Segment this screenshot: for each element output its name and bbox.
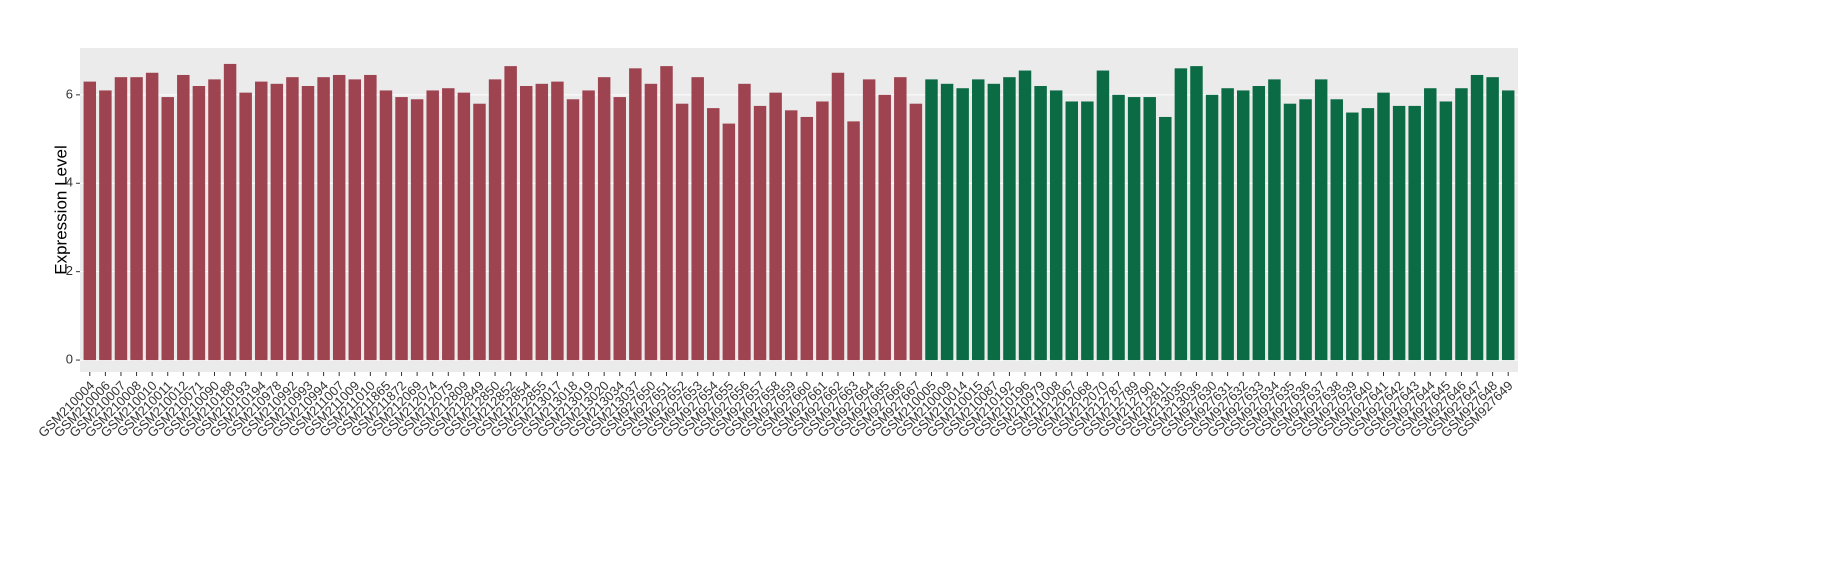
bar xyxy=(1330,99,1343,361)
bar xyxy=(894,77,907,361)
bar xyxy=(1392,105,1406,361)
bar xyxy=(99,90,112,361)
bar xyxy=(301,86,315,361)
bar xyxy=(83,81,97,361)
bar xyxy=(223,63,237,361)
bar xyxy=(940,83,954,361)
bar xyxy=(1096,70,1110,361)
bar xyxy=(956,88,969,361)
bar xyxy=(255,81,268,361)
bar xyxy=(1424,88,1437,361)
bar xyxy=(286,77,299,361)
bar xyxy=(348,79,362,361)
bar xyxy=(239,92,252,361)
bar xyxy=(208,79,221,361)
bar xyxy=(1268,79,1281,361)
bar xyxy=(566,99,580,361)
bar xyxy=(1501,90,1515,361)
bar xyxy=(1408,105,1421,361)
bar xyxy=(878,94,891,361)
bar xyxy=(1190,66,1203,361)
bar xyxy=(1081,101,1094,361)
bar xyxy=(488,79,502,361)
bar xyxy=(1252,86,1266,361)
bar xyxy=(442,88,455,361)
bar xyxy=(114,77,128,361)
bar xyxy=(1065,101,1079,361)
bar xyxy=(410,99,424,361)
bar xyxy=(1346,112,1359,361)
bar xyxy=(909,103,923,361)
y-tick-label: 4 xyxy=(66,175,73,190)
bar xyxy=(862,79,876,361)
bar xyxy=(1049,90,1063,361)
bar xyxy=(1143,97,1156,361)
bar xyxy=(1361,108,1375,361)
bar xyxy=(800,116,814,361)
bar xyxy=(660,66,673,361)
bar xyxy=(816,101,829,361)
bar xyxy=(1127,97,1141,361)
bar xyxy=(691,77,704,361)
bar xyxy=(847,121,860,361)
bar xyxy=(1174,68,1188,361)
bar xyxy=(613,97,626,361)
bar xyxy=(364,74,377,361)
bar xyxy=(1112,94,1125,361)
bar xyxy=(987,83,1001,361)
bar xyxy=(332,74,346,361)
bar xyxy=(1470,74,1484,361)
bar xyxy=(161,97,174,361)
bar xyxy=(1283,103,1297,361)
bar xyxy=(1205,94,1219,361)
bar xyxy=(457,92,471,361)
bar xyxy=(722,123,736,361)
bar xyxy=(972,79,985,361)
bar xyxy=(426,90,439,361)
bar xyxy=(629,68,642,361)
bar xyxy=(644,83,658,361)
bar xyxy=(707,108,720,361)
bar xyxy=(1221,88,1234,361)
bar xyxy=(473,103,486,361)
bar xyxy=(582,90,595,361)
bar xyxy=(597,77,611,361)
bar xyxy=(270,83,284,361)
bar xyxy=(317,77,330,361)
bar xyxy=(784,110,798,361)
bar xyxy=(192,86,206,361)
bar xyxy=(925,79,938,361)
bar xyxy=(1034,86,1047,361)
bar xyxy=(753,105,767,361)
bar xyxy=(1159,116,1172,361)
bar xyxy=(1314,79,1328,361)
bar xyxy=(738,83,751,361)
bar xyxy=(1236,90,1250,361)
bar xyxy=(1377,92,1390,361)
y-tick-label: 0 xyxy=(66,352,73,367)
bar xyxy=(1486,77,1499,361)
bar xyxy=(1018,70,1032,361)
bar xyxy=(504,66,517,361)
bar xyxy=(145,72,159,361)
bar xyxy=(130,77,143,361)
y-axis-label: Expression Level xyxy=(51,145,70,274)
y-tick-label: 6 xyxy=(66,86,73,101)
bar xyxy=(675,103,689,361)
bar xyxy=(1003,77,1016,361)
bar xyxy=(1299,99,1312,361)
bar xyxy=(177,74,190,361)
bar xyxy=(769,92,782,361)
y-tick-label: 2 xyxy=(66,263,73,278)
bar xyxy=(519,86,533,361)
bar xyxy=(395,97,408,361)
bar xyxy=(535,83,549,361)
bar xyxy=(551,81,564,361)
bar xyxy=(1455,88,1468,361)
bar xyxy=(379,90,393,361)
bar xyxy=(831,72,845,361)
bar xyxy=(1439,101,1453,361)
